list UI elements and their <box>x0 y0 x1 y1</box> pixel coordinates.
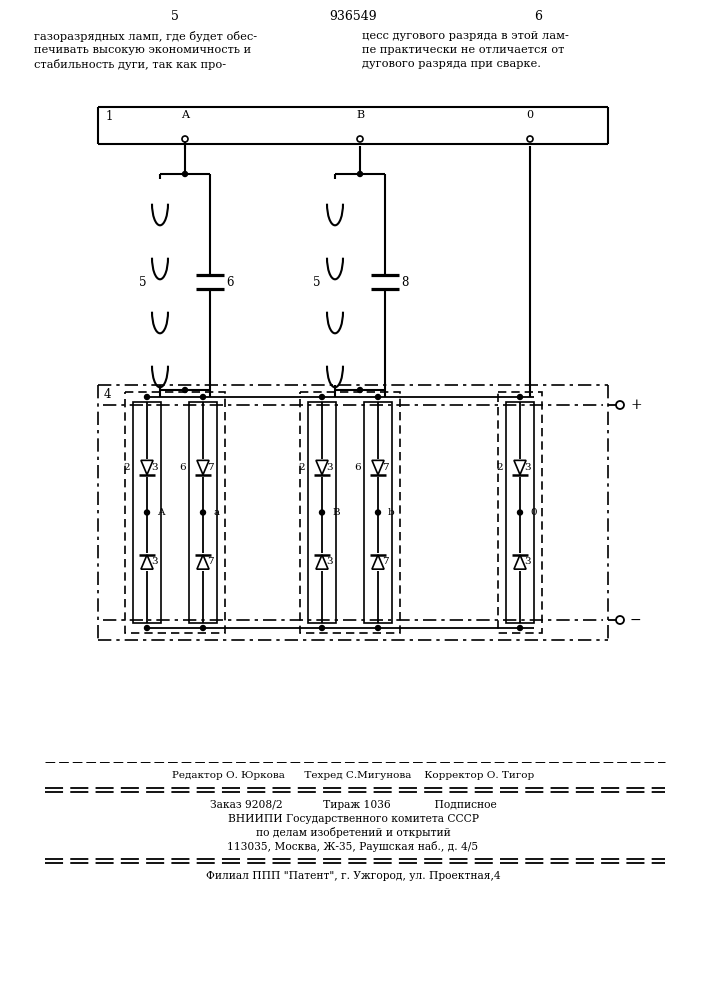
Text: A: A <box>181 110 189 120</box>
Text: b: b <box>388 508 395 517</box>
Text: 6: 6 <box>180 463 186 472</box>
Circle shape <box>358 387 363 392</box>
Polygon shape <box>514 555 526 569</box>
Circle shape <box>320 510 325 515</box>
Text: 936549: 936549 <box>329 10 377 23</box>
Circle shape <box>518 626 522 631</box>
Text: A: A <box>157 508 165 517</box>
Polygon shape <box>197 460 209 475</box>
Text: 3: 3 <box>326 558 332 566</box>
Circle shape <box>518 394 522 399</box>
Bar <box>189 402 217 623</box>
Circle shape <box>144 394 149 399</box>
Text: 6: 6 <box>534 10 542 23</box>
Circle shape <box>375 626 380 631</box>
Circle shape <box>518 510 522 515</box>
Text: цесс дугового разряда в этой лам-: цесс дугового разряда в этой лам- <box>362 31 569 41</box>
Circle shape <box>144 510 149 515</box>
Bar <box>506 402 534 623</box>
Text: B: B <box>332 508 339 517</box>
Text: 7: 7 <box>207 463 214 472</box>
Circle shape <box>201 394 206 399</box>
Text: Филиал ППП "Патент", г. Ужгород, ул. Проектная,4: Филиал ППП "Патент", г. Ужгород, ул. Про… <box>206 871 501 881</box>
Circle shape <box>144 626 149 631</box>
Text: 1: 1 <box>106 110 113 123</box>
Text: 5: 5 <box>171 10 179 23</box>
Polygon shape <box>141 555 153 569</box>
Text: 7: 7 <box>382 558 389 566</box>
Text: 7: 7 <box>207 558 214 566</box>
Text: 3: 3 <box>151 558 158 566</box>
Text: 7: 7 <box>382 463 389 472</box>
Polygon shape <box>514 460 526 475</box>
Text: +: + <box>630 398 642 412</box>
Text: 0: 0 <box>527 110 534 120</box>
Bar <box>300 392 400 633</box>
Text: газоразрядных ламп, где будет обес-: газоразрядных ламп, где будет обес- <box>34 30 257 41</box>
Polygon shape <box>372 460 384 475</box>
Polygon shape <box>316 555 328 569</box>
Bar <box>364 402 392 623</box>
Text: 3: 3 <box>524 558 531 566</box>
Circle shape <box>375 394 380 399</box>
Text: ВНИИПИ Государственного комитета СССР: ВНИИПИ Государственного комитета СССР <box>228 814 479 824</box>
Text: по делам изобретений и открытий: по делам изобретений и открытий <box>256 828 450 838</box>
Bar <box>308 402 336 623</box>
Circle shape <box>201 510 206 515</box>
Text: 3: 3 <box>524 463 531 472</box>
Bar <box>125 392 225 633</box>
Text: 3: 3 <box>326 463 332 472</box>
Polygon shape <box>372 555 384 569</box>
Text: стабильность дуги, так как про-: стабильность дуги, так как про- <box>34 58 226 70</box>
Text: Редактор О. Юркова      Техред С.Мигунова    Корректор О. Тигор: Редактор О. Юркова Техред С.Мигунова Кор… <box>172 770 534 780</box>
Text: 2: 2 <box>298 463 305 472</box>
Circle shape <box>182 387 187 392</box>
Circle shape <box>358 172 363 176</box>
Circle shape <box>320 626 325 631</box>
Text: 2: 2 <box>496 463 503 472</box>
Polygon shape <box>141 460 153 475</box>
Polygon shape <box>316 460 328 475</box>
Text: 5: 5 <box>139 275 146 288</box>
Circle shape <box>201 626 206 631</box>
Text: 6: 6 <box>226 275 233 288</box>
Text: пе практически не отличается от: пе практически не отличается от <box>362 45 564 55</box>
Text: 6: 6 <box>354 463 361 472</box>
Bar <box>133 402 161 623</box>
Text: 3: 3 <box>151 463 158 472</box>
Text: дугового разряда при сварке.: дугового разряда при сварке. <box>362 59 541 69</box>
Text: 8: 8 <box>401 275 409 288</box>
Text: B: B <box>356 110 364 120</box>
Text: a: a <box>213 508 219 517</box>
Text: −: − <box>630 613 642 627</box>
Text: 2: 2 <box>124 463 130 472</box>
Text: Заказ 9208/2            Тираж 1036             Подписное: Заказ 9208/2 Тираж 1036 Подписное <box>209 800 496 810</box>
Text: 4: 4 <box>104 388 112 401</box>
Circle shape <box>375 510 380 515</box>
Polygon shape <box>197 555 209 569</box>
Text: 5: 5 <box>313 275 321 288</box>
Circle shape <box>182 172 187 176</box>
Bar <box>498 392 542 633</box>
Text: печивать высокую экономичность и: печивать высокую экономичность и <box>34 45 251 55</box>
Text: 0: 0 <box>530 508 537 517</box>
Text: 113035, Москва, Ж-35, Раушская наб., д. 4/5: 113035, Москва, Ж-35, Раушская наб., д. … <box>228 842 479 852</box>
Circle shape <box>320 394 325 399</box>
